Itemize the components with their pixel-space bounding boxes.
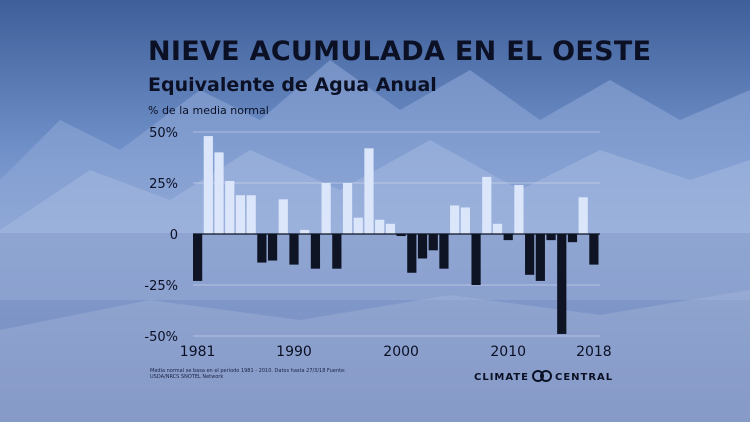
bar-2002 bbox=[417, 234, 428, 259]
bar-1986 bbox=[246, 195, 256, 234]
bar-1999 bbox=[385, 223, 395, 234]
bar-1992 bbox=[310, 234, 321, 269]
footnote: Media normal se basa en el período 1981 … bbox=[150, 368, 346, 380]
bar-1993 bbox=[321, 183, 331, 234]
bar-2001 bbox=[407, 234, 417, 273]
bar-1985 bbox=[235, 195, 246, 234]
bar-1997 bbox=[364, 148, 374, 234]
climate-central-logo: CLIMATE CENTRAL bbox=[474, 368, 613, 386]
y-tick-label: 50% bbox=[149, 126, 178, 141]
bar-2006 bbox=[460, 207, 470, 234]
bar-1984 bbox=[225, 180, 235, 234]
bar-2003 bbox=[428, 234, 438, 251]
logo-text-left: CLIMATE bbox=[474, 371, 529, 383]
logo-icon bbox=[532, 370, 552, 384]
bar-2018 bbox=[589, 234, 599, 265]
logo-text-right: CENTRAL bbox=[555, 371, 614, 383]
y-tick-label: -50% bbox=[144, 330, 178, 345]
bar-1987 bbox=[257, 234, 267, 263]
y-axis-label: % de la media normal bbox=[148, 104, 269, 117]
bar-2005 bbox=[450, 205, 460, 234]
bar-1982 bbox=[203, 136, 213, 234]
lower-panel bbox=[0, 233, 750, 422]
x-tick-label: 2018 bbox=[576, 344, 612, 360]
x-tick-label: 2000 bbox=[383, 344, 419, 360]
bar-1991 bbox=[300, 229, 310, 234]
y-tick-label: 25% bbox=[149, 177, 178, 192]
y-tick-label: -25% bbox=[144, 279, 178, 294]
bar-2015 bbox=[557, 234, 567, 334]
bar-1983 bbox=[214, 152, 224, 234]
bar-2014 bbox=[546, 234, 556, 241]
bar-1996 bbox=[353, 217, 363, 234]
bar-2016 bbox=[567, 234, 578, 243]
bar-1988 bbox=[267, 234, 278, 261]
x-tick-label: 1981 bbox=[180, 344, 216, 360]
bar-1990 bbox=[289, 234, 299, 265]
bar-2017 bbox=[578, 197, 588, 234]
bar-1989 bbox=[278, 199, 288, 234]
x-tick-label: 1990 bbox=[276, 344, 312, 360]
bar-1981 bbox=[193, 234, 203, 281]
bar-1998 bbox=[375, 219, 385, 234]
bar-2012 bbox=[525, 234, 535, 275]
chart-title: NIEVE ACUMULADA EN EL OESTE bbox=[148, 36, 652, 67]
bar-2007 bbox=[471, 234, 481, 285]
bar-2004 bbox=[439, 234, 449, 269]
bar-2000 bbox=[396, 234, 406, 237]
bar-2008 bbox=[482, 176, 492, 234]
x-tick-label: 2010 bbox=[490, 344, 526, 360]
bar-1994 bbox=[332, 234, 342, 269]
bar-1995 bbox=[342, 183, 353, 234]
bar-2013 bbox=[535, 234, 545, 281]
bar-2009 bbox=[492, 223, 503, 234]
bar-2010 bbox=[503, 234, 513, 241]
chart-subtitle: Equivalente de Agua Anual bbox=[148, 74, 437, 96]
bar-2011 bbox=[514, 185, 524, 234]
y-tick-label: 0 bbox=[170, 228, 178, 243]
